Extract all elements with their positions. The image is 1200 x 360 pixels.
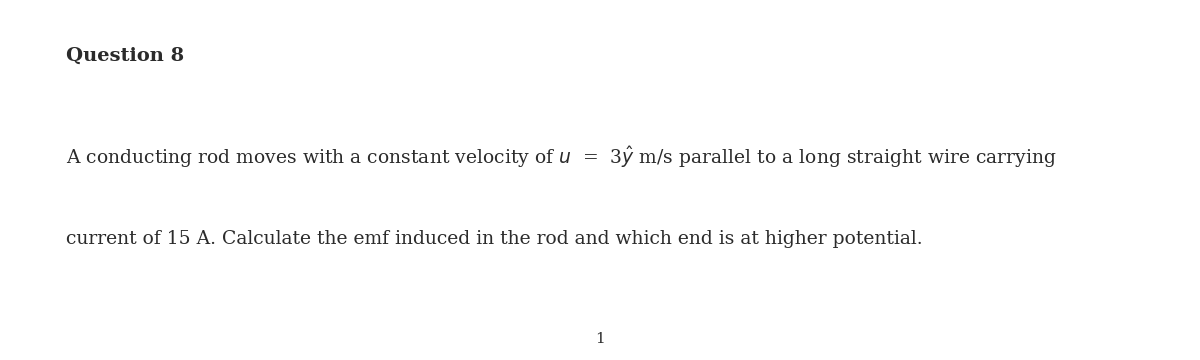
Text: Question 8: Question 8 [66,47,184,65]
Text: current of 15 A. Calculate the emf induced in the rod and which end is at higher: current of 15 A. Calculate the emf induc… [66,230,923,248]
Text: A conducting rod moves with a constant velocity of $u$  =  3$\hat{y}$ m/s parall: A conducting rod moves with a constant v… [66,144,1057,170]
Text: 1: 1 [595,332,605,346]
